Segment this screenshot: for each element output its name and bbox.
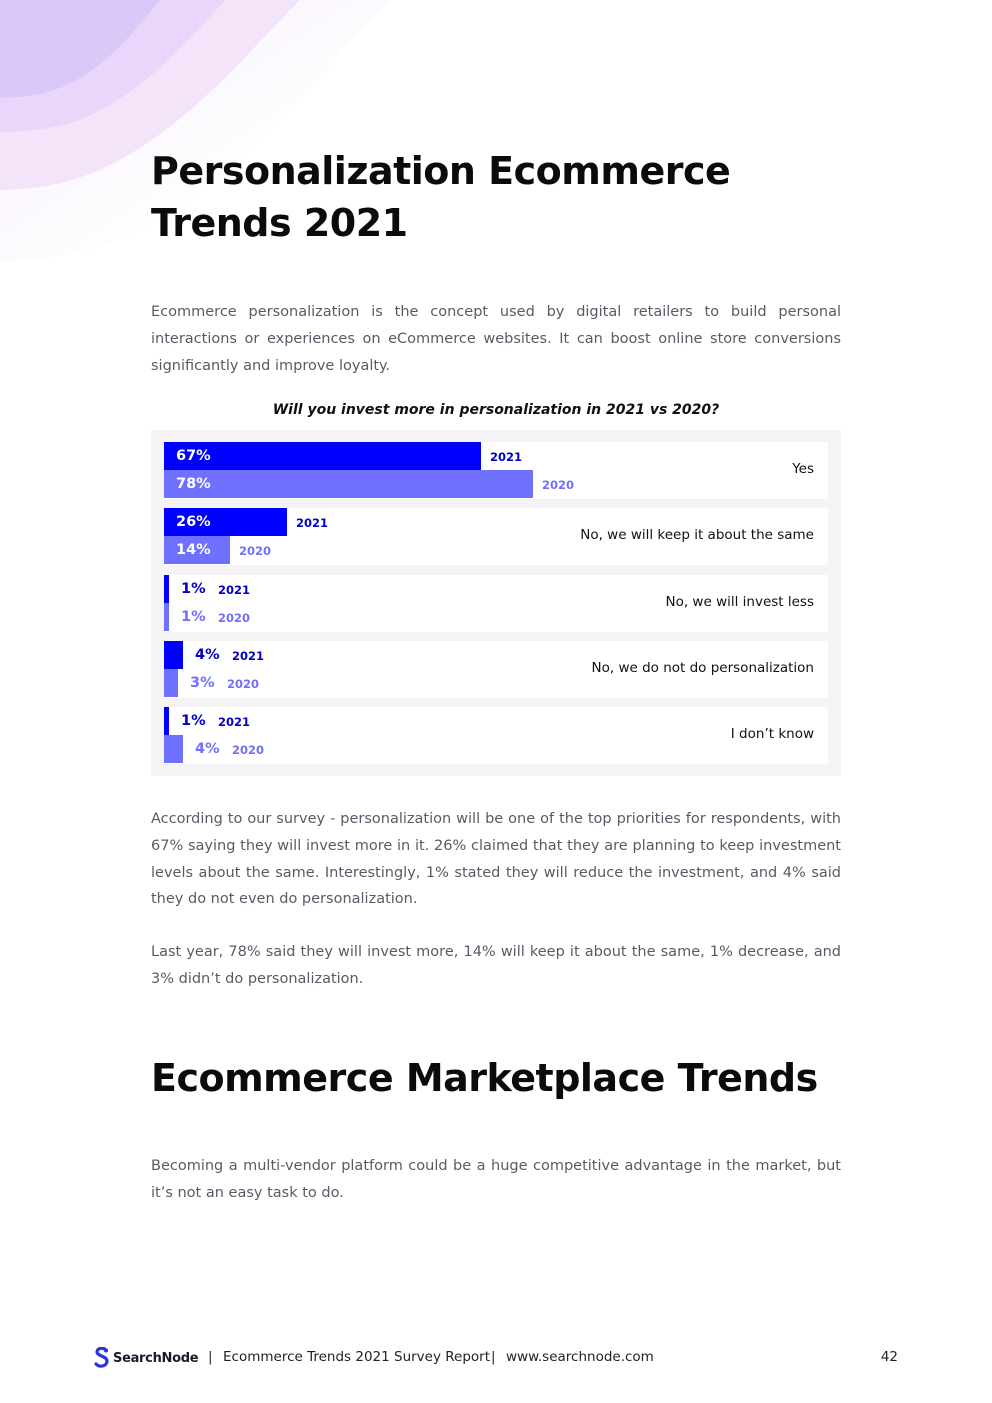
chart-title: Will you invest more in personalization … bbox=[272, 402, 720, 418]
chart-row: I don’t know 1% 2021 4% 2020 bbox=[164, 707, 828, 765]
footer-separator: | bbox=[208, 1349, 213, 1365]
bar-2021 bbox=[164, 640, 183, 669]
bar-2021 bbox=[164, 508, 287, 537]
category-label: Yes bbox=[792, 461, 814, 477]
bar-2020 bbox=[164, 470, 533, 498]
chart-row: No, we will invest less 1% 2021 1% 2020 bbox=[164, 574, 828, 632]
searchnode-logo: SearchNode bbox=[94, 1347, 199, 1369]
bar-2020 bbox=[164, 735, 183, 764]
category-label: No, we do not do personalization bbox=[591, 659, 815, 676]
category-label: I don’t know bbox=[730, 726, 814, 743]
bar-2020 bbox=[164, 536, 230, 565]
series-year-label: 2021 bbox=[218, 582, 251, 597]
series-year-label: 2020 bbox=[542, 478, 575, 492]
value-label: 67% bbox=[176, 448, 211, 464]
footer-separator: | bbox=[491, 1349, 496, 1365]
value-label: 1% bbox=[181, 608, 206, 625]
series-year-label: 2021 bbox=[218, 715, 251, 730]
category-label: No, we will invest less bbox=[665, 593, 814, 610]
searchnode-logo-icon bbox=[94, 1347, 109, 1368]
page-number: 42 bbox=[880, 1349, 898, 1365]
series-year-label: 2020 bbox=[227, 676, 260, 691]
value-label: 26% bbox=[176, 514, 211, 531]
intro-paragraph: Ecommerce personalization is the concept… bbox=[151, 304, 841, 374]
series-year-label: 2021 bbox=[490, 450, 523, 464]
section-title: Ecommerce Marketplace Trends bbox=[151, 1056, 818, 1100]
logo-text: SearchNode bbox=[113, 1350, 199, 1366]
value-label: 1% bbox=[181, 580, 206, 597]
series-year-label: 2020 bbox=[232, 743, 265, 758]
bar-chart: Yes 67% 2021 78% 2020 No, we will keep it abo… bbox=[151, 430, 841, 776]
bar-2020 bbox=[164, 602, 169, 631]
last-year-paragraph: Last year, 78% said they will invest mor… bbox=[151, 944, 841, 987]
section-paragraph: Becoming a multi-vendor platform could b… bbox=[151, 1158, 841, 1201]
value-label: 1% bbox=[181, 713, 206, 730]
series-year-label: 2020 bbox=[218, 610, 251, 625]
chart-row: No, we will keep it about the same 26% 202… bbox=[164, 508, 828, 566]
page-title: Personalization Ecommerce Trends 2021 bbox=[151, 149, 731, 245]
footer-report-title: Ecommerce Trends 2021 Survey Report bbox=[223, 1349, 491, 1365]
bar-2021 bbox=[164, 442, 481, 470]
summary-paragraph: According to our survey - personalizatio… bbox=[151, 811, 841, 908]
category-label: No, we will keep it about the same bbox=[580, 527, 814, 544]
series-year-label: 2020 bbox=[239, 544, 272, 559]
bar-2021 bbox=[164, 707, 169, 736]
value-label: 14% bbox=[176, 542, 211, 559]
corner-decoration bbox=[0, 0, 390, 262]
value-label: 78% bbox=[176, 476, 211, 492]
value-label: 4% bbox=[195, 741, 220, 758]
value-label: 4% bbox=[195, 646, 220, 663]
series-year-label: 2021 bbox=[232, 648, 265, 663]
chart-row: No, we do not do personalization 4% 2021 3%… bbox=[164, 640, 828, 698]
footer-url[interactable]: www.searchnode.com bbox=[506, 1349, 654, 1365]
bar-2020 bbox=[164, 668, 178, 697]
chart-row: Yes 67% 2021 78% 2020 bbox=[164, 442, 828, 499]
bar-2021 bbox=[164, 574, 169, 603]
value-label: 3% bbox=[190, 674, 215, 691]
series-year-label: 2021 bbox=[296, 516, 329, 531]
page-footer: SearchNode | Ecommerce Trends 2021 Surve… bbox=[94, 1346, 898, 1372]
